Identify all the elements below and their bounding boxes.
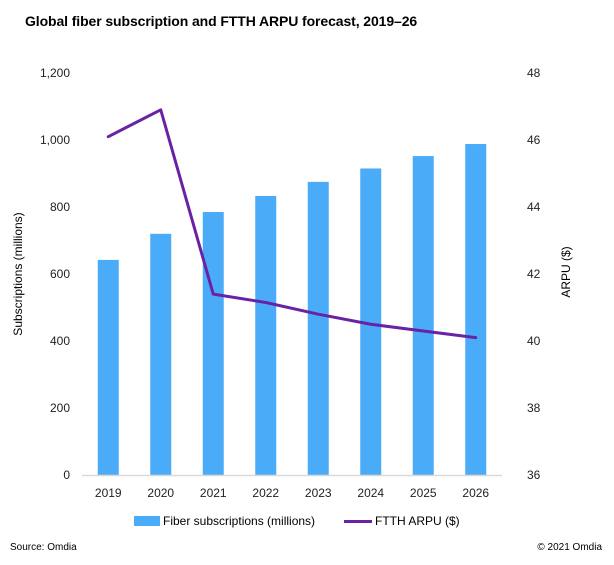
legend-item-arpu: FTTH ARPU ($)	[344, 514, 460, 528]
right-axis-tick-label: 42	[527, 267, 541, 281]
left-axis-tick-label: 200	[50, 401, 70, 415]
left-axis-tick-label: 800	[50, 200, 70, 214]
x-axis-tick-label: 2020	[147, 486, 174, 500]
left-axis-tick-label: 1,000	[40, 133, 70, 147]
legend-line-swatch	[344, 519, 372, 523]
legend-bar-swatch	[134, 516, 160, 526]
bar-2022	[255, 195, 277, 475]
x-axis-tick-label: 2024	[357, 486, 384, 500]
arpu-line	[106, 108, 478, 340]
bar-2026	[465, 144, 487, 475]
line-series	[106, 108, 478, 340]
x-axis-tick-label: 2022	[252, 486, 279, 500]
source-note: Source: Omdia	[10, 542, 77, 553]
legend-label: FTTH ARPU ($)	[375, 514, 460, 528]
right-axis-tick-label: 44	[527, 200, 541, 214]
right-axis-tick-label: 46	[527, 133, 541, 147]
chart-title: Global fiber subscription and FTTH ARPU …	[25, 13, 418, 29]
left-axis-tick-label: 400	[50, 334, 70, 348]
x-axis-tick-label: 2019	[95, 486, 122, 500]
right-axis-tick-label: 40	[527, 334, 541, 348]
chart-canvas: 0 200 400 600 800 1,000 1,200 36 38 40 42 44 46 48 2…	[11, 66, 573, 500]
bar-2019	[97, 259, 119, 475]
left-axis-tick-label: 600	[50, 267, 70, 281]
right-axis-tick-label: 38	[527, 401, 541, 415]
bar-2025	[412, 156, 434, 475]
legend-item-subscriptions: Fiber subscriptions (millions)	[134, 514, 315, 528]
x-axis-tick-label: 2026	[462, 486, 489, 500]
bar-2024	[360, 168, 382, 475]
legend-label: Fiber subscriptions (millions)	[163, 514, 316, 528]
bar-2023	[307, 181, 329, 475]
left-axis-title: Subscriptions (millions)	[11, 212, 25, 335]
x-axis-ticks: 2019 2020 2021 2022 2023 2024 2025 2026	[95, 486, 490, 500]
left-axis-tick-label: 0	[63, 468, 70, 482]
right-axis-ticks: 36 38 40 42 44 46 48	[527, 66, 541, 482]
right-axis-tick-label: 48	[527, 66, 541, 80]
bar-2021	[202, 212, 224, 475]
right-axis-title: ARPU ($)	[559, 246, 573, 297]
bar-2020	[150, 233, 172, 475]
x-axis-tick-label: 2025	[410, 486, 437, 500]
right-axis-tick-label: 36	[527, 468, 541, 482]
x-axis-tick-label: 2023	[305, 486, 332, 500]
left-axis-ticks: 0 200 400 600 800 1,000 1,200	[40, 66, 70, 482]
copyright-note: © 2021 Omdia	[537, 542, 602, 553]
left-axis-tick-label: 1,200	[40, 66, 70, 80]
x-axis-tick-label: 2021	[200, 486, 227, 500]
